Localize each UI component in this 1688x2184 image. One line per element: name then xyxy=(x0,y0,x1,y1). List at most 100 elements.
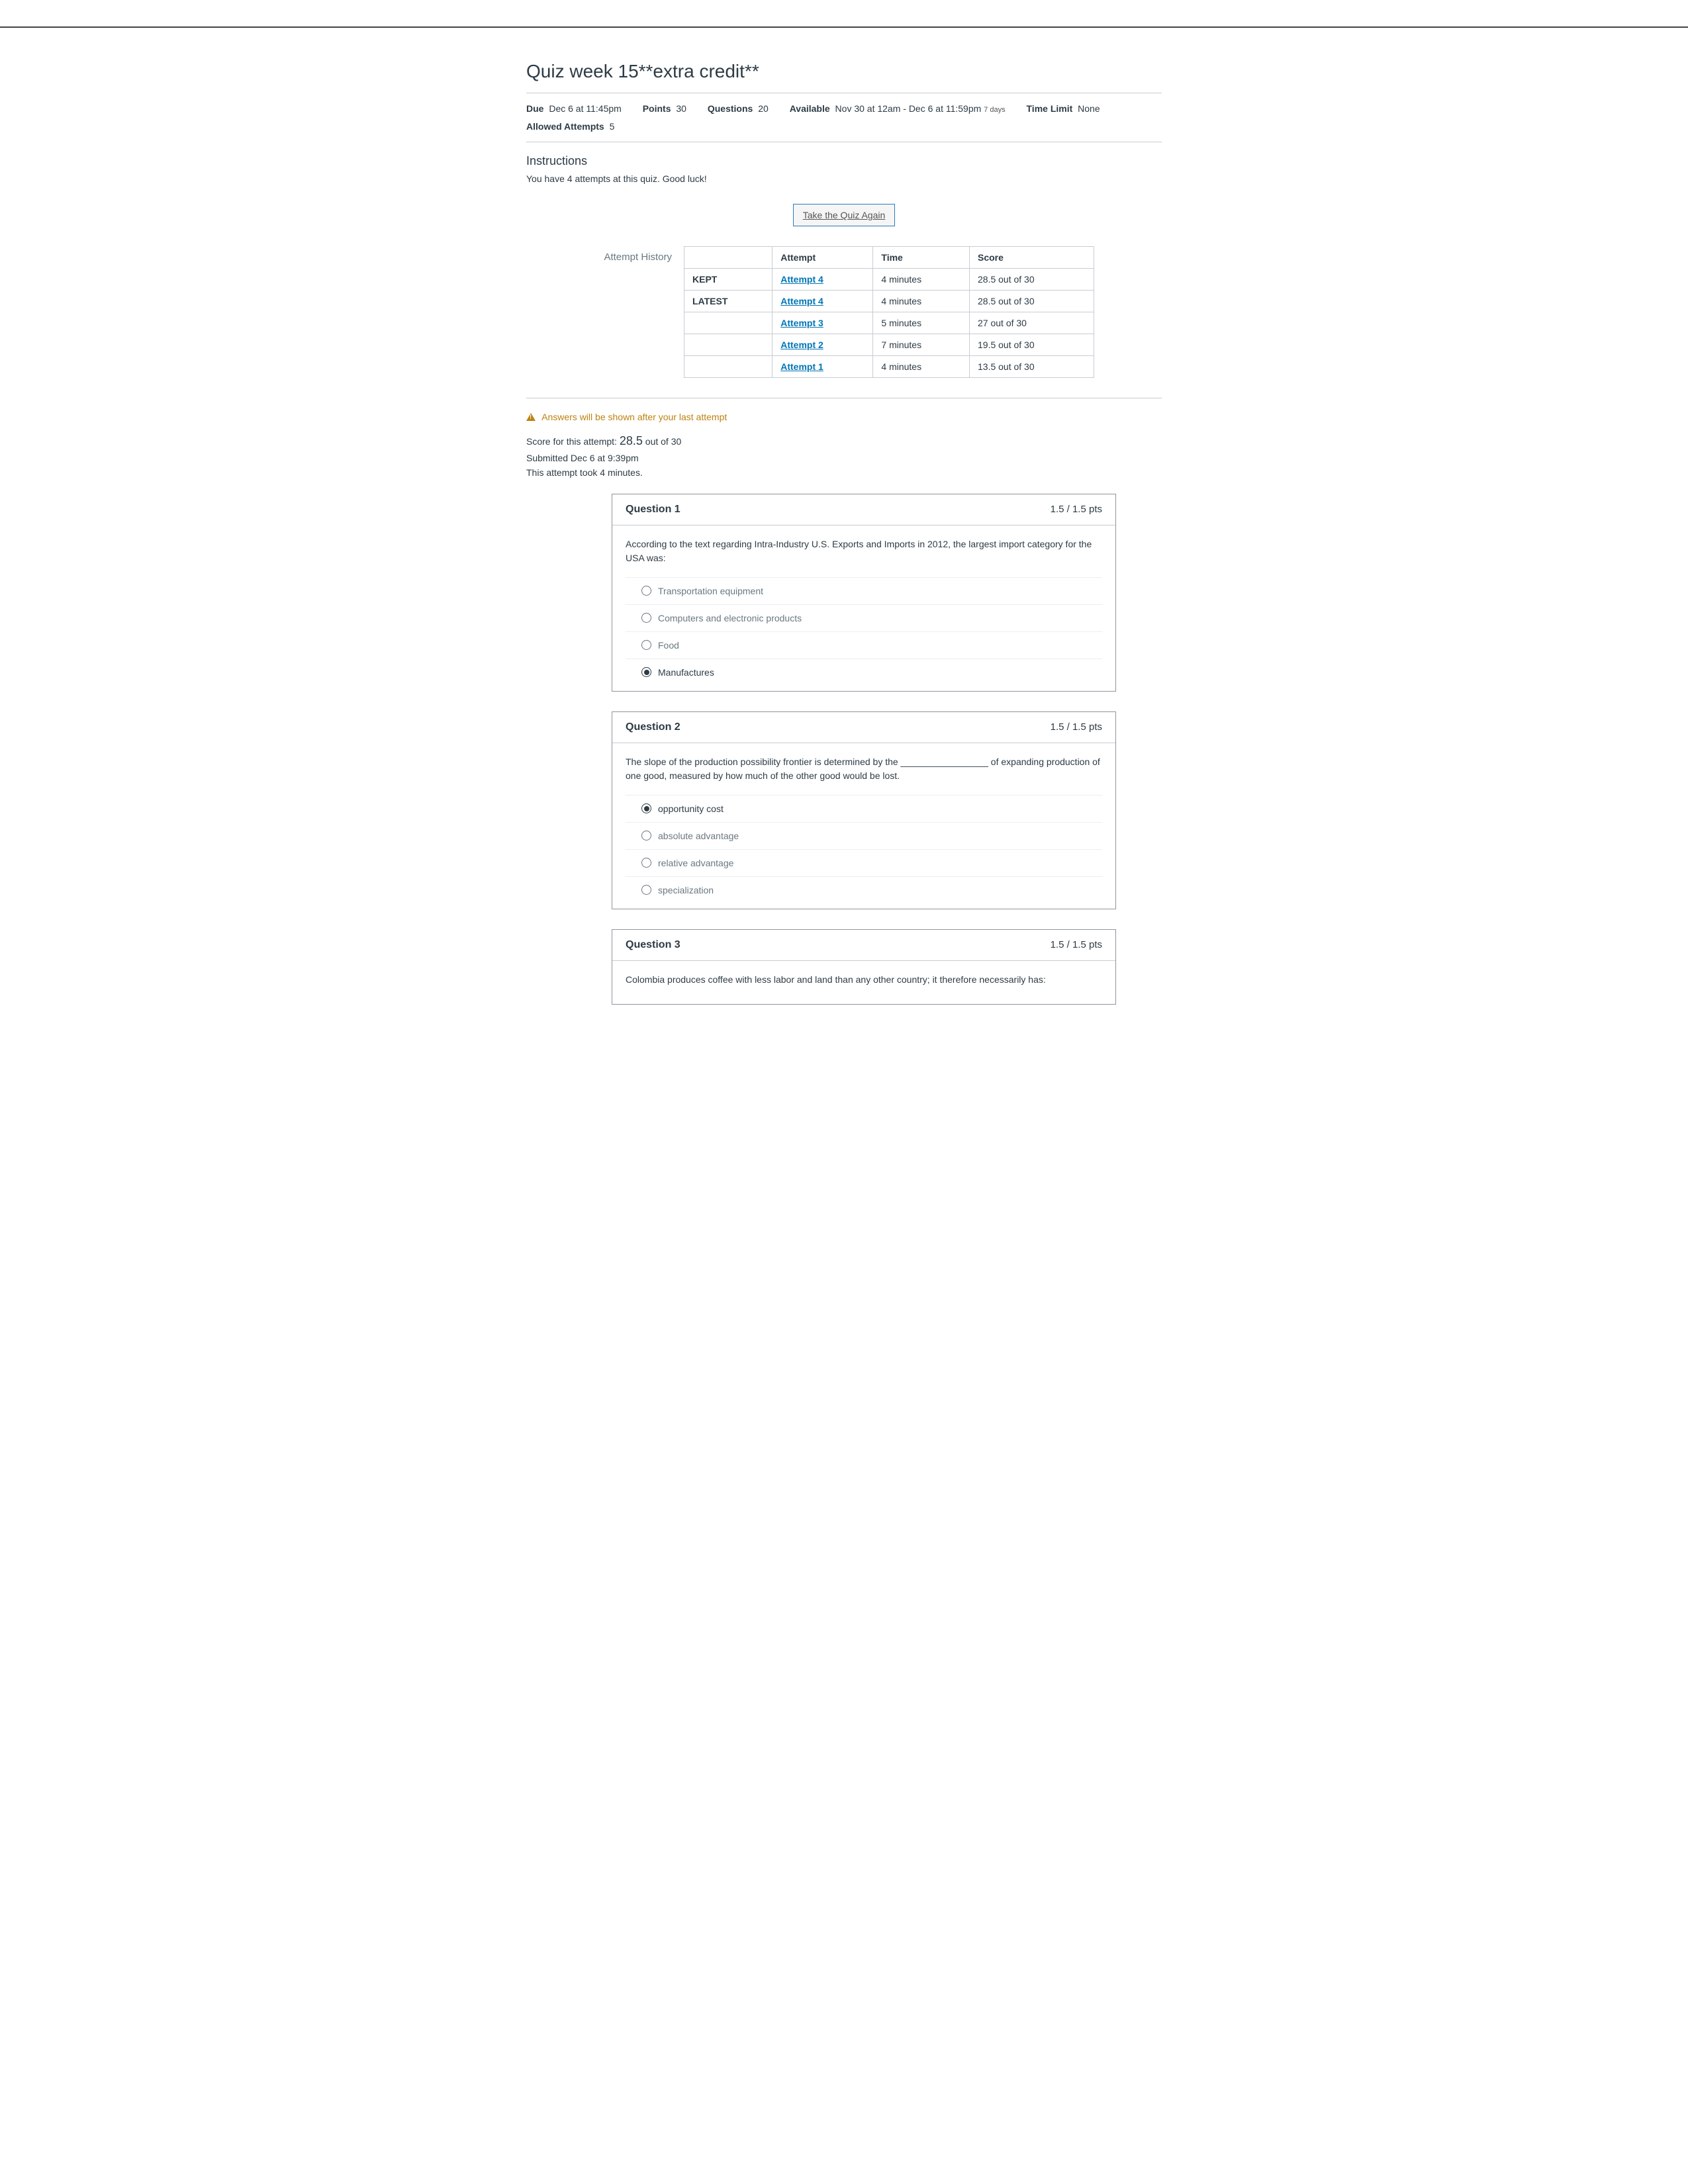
submitted-line: Submitted Dec 6 at 9:39pm xyxy=(526,451,1162,465)
answer-row: Computers and electronic products xyxy=(626,604,1102,631)
answer-text: absolute advantage xyxy=(658,831,739,841)
question-points: 1.5 / 1.5 pts xyxy=(1051,504,1102,516)
meta-available-label: Available xyxy=(790,103,830,114)
question-box: Question 1 1.5 / 1.5 pts According to the … xyxy=(612,494,1116,692)
history-row-tag: KEPT xyxy=(684,269,773,291)
answer-row: opportunity cost xyxy=(626,795,1102,822)
meta-questions-value: 20 xyxy=(758,103,769,114)
answer-text: Computers and electronic products xyxy=(658,613,802,623)
answers-warning: Answers will be shown after your last at… xyxy=(526,412,1162,422)
score-value: 28.5 xyxy=(620,434,643,447)
meta-due-value: Dec 6 at 11:45pm xyxy=(549,103,621,114)
history-row-attempt-cell: Attempt 2 xyxy=(773,334,873,356)
meta-due: Due Dec 6 at 11:45pm xyxy=(526,100,622,118)
meta-attempts-value: 5 xyxy=(610,121,615,132)
question-body: Colombia produces coffee with less labor… xyxy=(612,961,1115,1004)
meta-timelimit-label: Time Limit xyxy=(1027,103,1073,114)
attempt-link[interactable]: Attempt 4 xyxy=(780,296,823,306)
question-body: The slope of the production possibility … xyxy=(612,743,1115,909)
question-title: Question 1 xyxy=(626,504,680,516)
attempt-history-table: Attempt Time Score KEPT Attempt 4 4 minute… xyxy=(684,246,1094,378)
answer-row: relative advantage xyxy=(626,849,1102,876)
history-row-score: 13.5 out of 30 xyxy=(970,356,1094,378)
meta-attempts-label: Allowed Attempts xyxy=(526,121,604,132)
radio-icon xyxy=(641,858,651,868)
question-header: Question 3 1.5 / 1.5 pts xyxy=(612,930,1115,961)
question-points: 1.5 / 1.5 pts xyxy=(1051,939,1102,951)
answers-warning-text: Answers will be shown after your last at… xyxy=(541,412,727,422)
answer-text: specialization xyxy=(658,885,714,895)
answer-text: relative advantage xyxy=(658,858,733,868)
meta-available-value: Nov 30 at 12am - Dec 6 at 11:59pm xyxy=(835,103,982,114)
question-box: Question 3 1.5 / 1.5 pts Colombia produces… xyxy=(612,929,1116,1005)
question-prompt: According to the text regarding Intra-In… xyxy=(626,537,1102,565)
history-row-time: 4 minutes xyxy=(873,291,970,312)
history-row-tag xyxy=(684,334,773,356)
history-row-attempt-cell: Attempt 3 xyxy=(773,312,873,334)
radio-icon xyxy=(641,667,651,677)
history-col-time: Time xyxy=(873,247,970,269)
instructions-heading: Instructions xyxy=(526,154,1162,168)
history-row-tag xyxy=(684,356,773,378)
meta-questions-label: Questions xyxy=(708,103,753,114)
answer-row: absolute advantage xyxy=(626,822,1102,849)
question-points: 1.5 / 1.5 pts xyxy=(1051,721,1102,733)
score-line: Score for this attempt: 28.5 out of 30 xyxy=(526,432,1162,451)
answer-row: Food xyxy=(626,631,1102,659)
score-block: Score for this attempt: 28.5 out of 30 S… xyxy=(526,432,1162,480)
history-row-tag xyxy=(684,312,773,334)
question-prompt: Colombia produces coffee with less labor… xyxy=(626,973,1102,987)
warning-icon xyxy=(526,413,536,421)
meta-timelimit: Time Limit None xyxy=(1027,100,1100,118)
answer-text: opportunity cost xyxy=(658,803,724,814)
answer-text: Transportation equipment xyxy=(658,586,763,596)
attempt-link[interactable]: Attempt 4 xyxy=(780,274,823,285)
answer-text: Food xyxy=(658,640,679,651)
meta-points-label: Points xyxy=(643,103,671,114)
history-row-time: 4 minutes xyxy=(873,269,970,291)
meta-available-days: 7 days xyxy=(984,106,1005,114)
table-row: KEPT Attempt 4 4 minutes28.5 out of 30 xyxy=(684,269,1094,291)
meta-questions: Questions 20 xyxy=(708,100,769,118)
history-row-score: 27 out of 30 xyxy=(970,312,1094,334)
attempt-link[interactable]: Attempt 1 xyxy=(780,361,823,372)
page-title: Quiz week 15**extra credit** xyxy=(526,61,1162,82)
answers-list: opportunity cost absolute advantage relati… xyxy=(626,795,1102,903)
history-row-score: 28.5 out of 30 xyxy=(970,269,1094,291)
attempt-history-label: Attempt History xyxy=(526,246,684,263)
answer-text: Manufactures xyxy=(658,667,714,678)
history-row-attempt-cell: Attempt 4 xyxy=(773,269,873,291)
answer-row: Manufactures xyxy=(626,659,1102,686)
score-prefix: Score for this attempt: xyxy=(526,436,620,447)
table-row: Attempt 35 minutes27 out of 30 xyxy=(684,312,1094,334)
radio-icon xyxy=(641,803,651,813)
question-body: According to the text regarding Intra-In… xyxy=(612,525,1115,691)
history-col-attempt: Attempt xyxy=(773,247,873,269)
radio-icon xyxy=(641,586,651,596)
meta-points: Points 30 xyxy=(643,100,686,118)
attempt-link[interactable]: Attempt 2 xyxy=(780,340,823,350)
meta-bar: Due Dec 6 at 11:45pm Points 30 Questions… xyxy=(526,93,1162,142)
question-title: Question 3 xyxy=(626,939,680,951)
instructions-body: You have 4 attempts at this quiz. Good l… xyxy=(526,173,1162,184)
meta-available: Available Nov 30 at 12am - Dec 6 at 11:5… xyxy=(790,100,1006,118)
radio-icon xyxy=(641,613,651,623)
history-col-score: Score xyxy=(970,247,1094,269)
question-prompt: The slope of the production possibility … xyxy=(626,755,1102,783)
table-row: Attempt 27 minutes19.5 out of 30 xyxy=(684,334,1094,356)
score-suffix: out of 30 xyxy=(643,436,681,447)
question-header: Question 21.5 / 1.5 pts xyxy=(612,712,1115,743)
radio-icon xyxy=(641,885,651,895)
table-row: LATESTAttempt 44 minutes28.5 out of 30 xyxy=(684,291,1094,312)
radio-icon xyxy=(641,831,651,841)
history-row-attempt-cell: Attempt 1 xyxy=(773,356,873,378)
top-rule xyxy=(0,26,1688,28)
attempt-link[interactable]: Attempt 3 xyxy=(780,318,823,328)
take-quiz-button[interactable]: Take the Quiz Again xyxy=(793,204,896,226)
meta-timelimit-value: None xyxy=(1078,103,1100,114)
question-box: Question 21.5 / 1.5 pts The slope of the … xyxy=(612,711,1116,909)
answer-row: Transportation equipment xyxy=(626,577,1102,604)
table-row: Attempt 14 minutes13.5 out of 30 xyxy=(684,356,1094,378)
meta-due-label: Due xyxy=(526,103,543,114)
history-row-time: 7 minutes xyxy=(873,334,970,356)
